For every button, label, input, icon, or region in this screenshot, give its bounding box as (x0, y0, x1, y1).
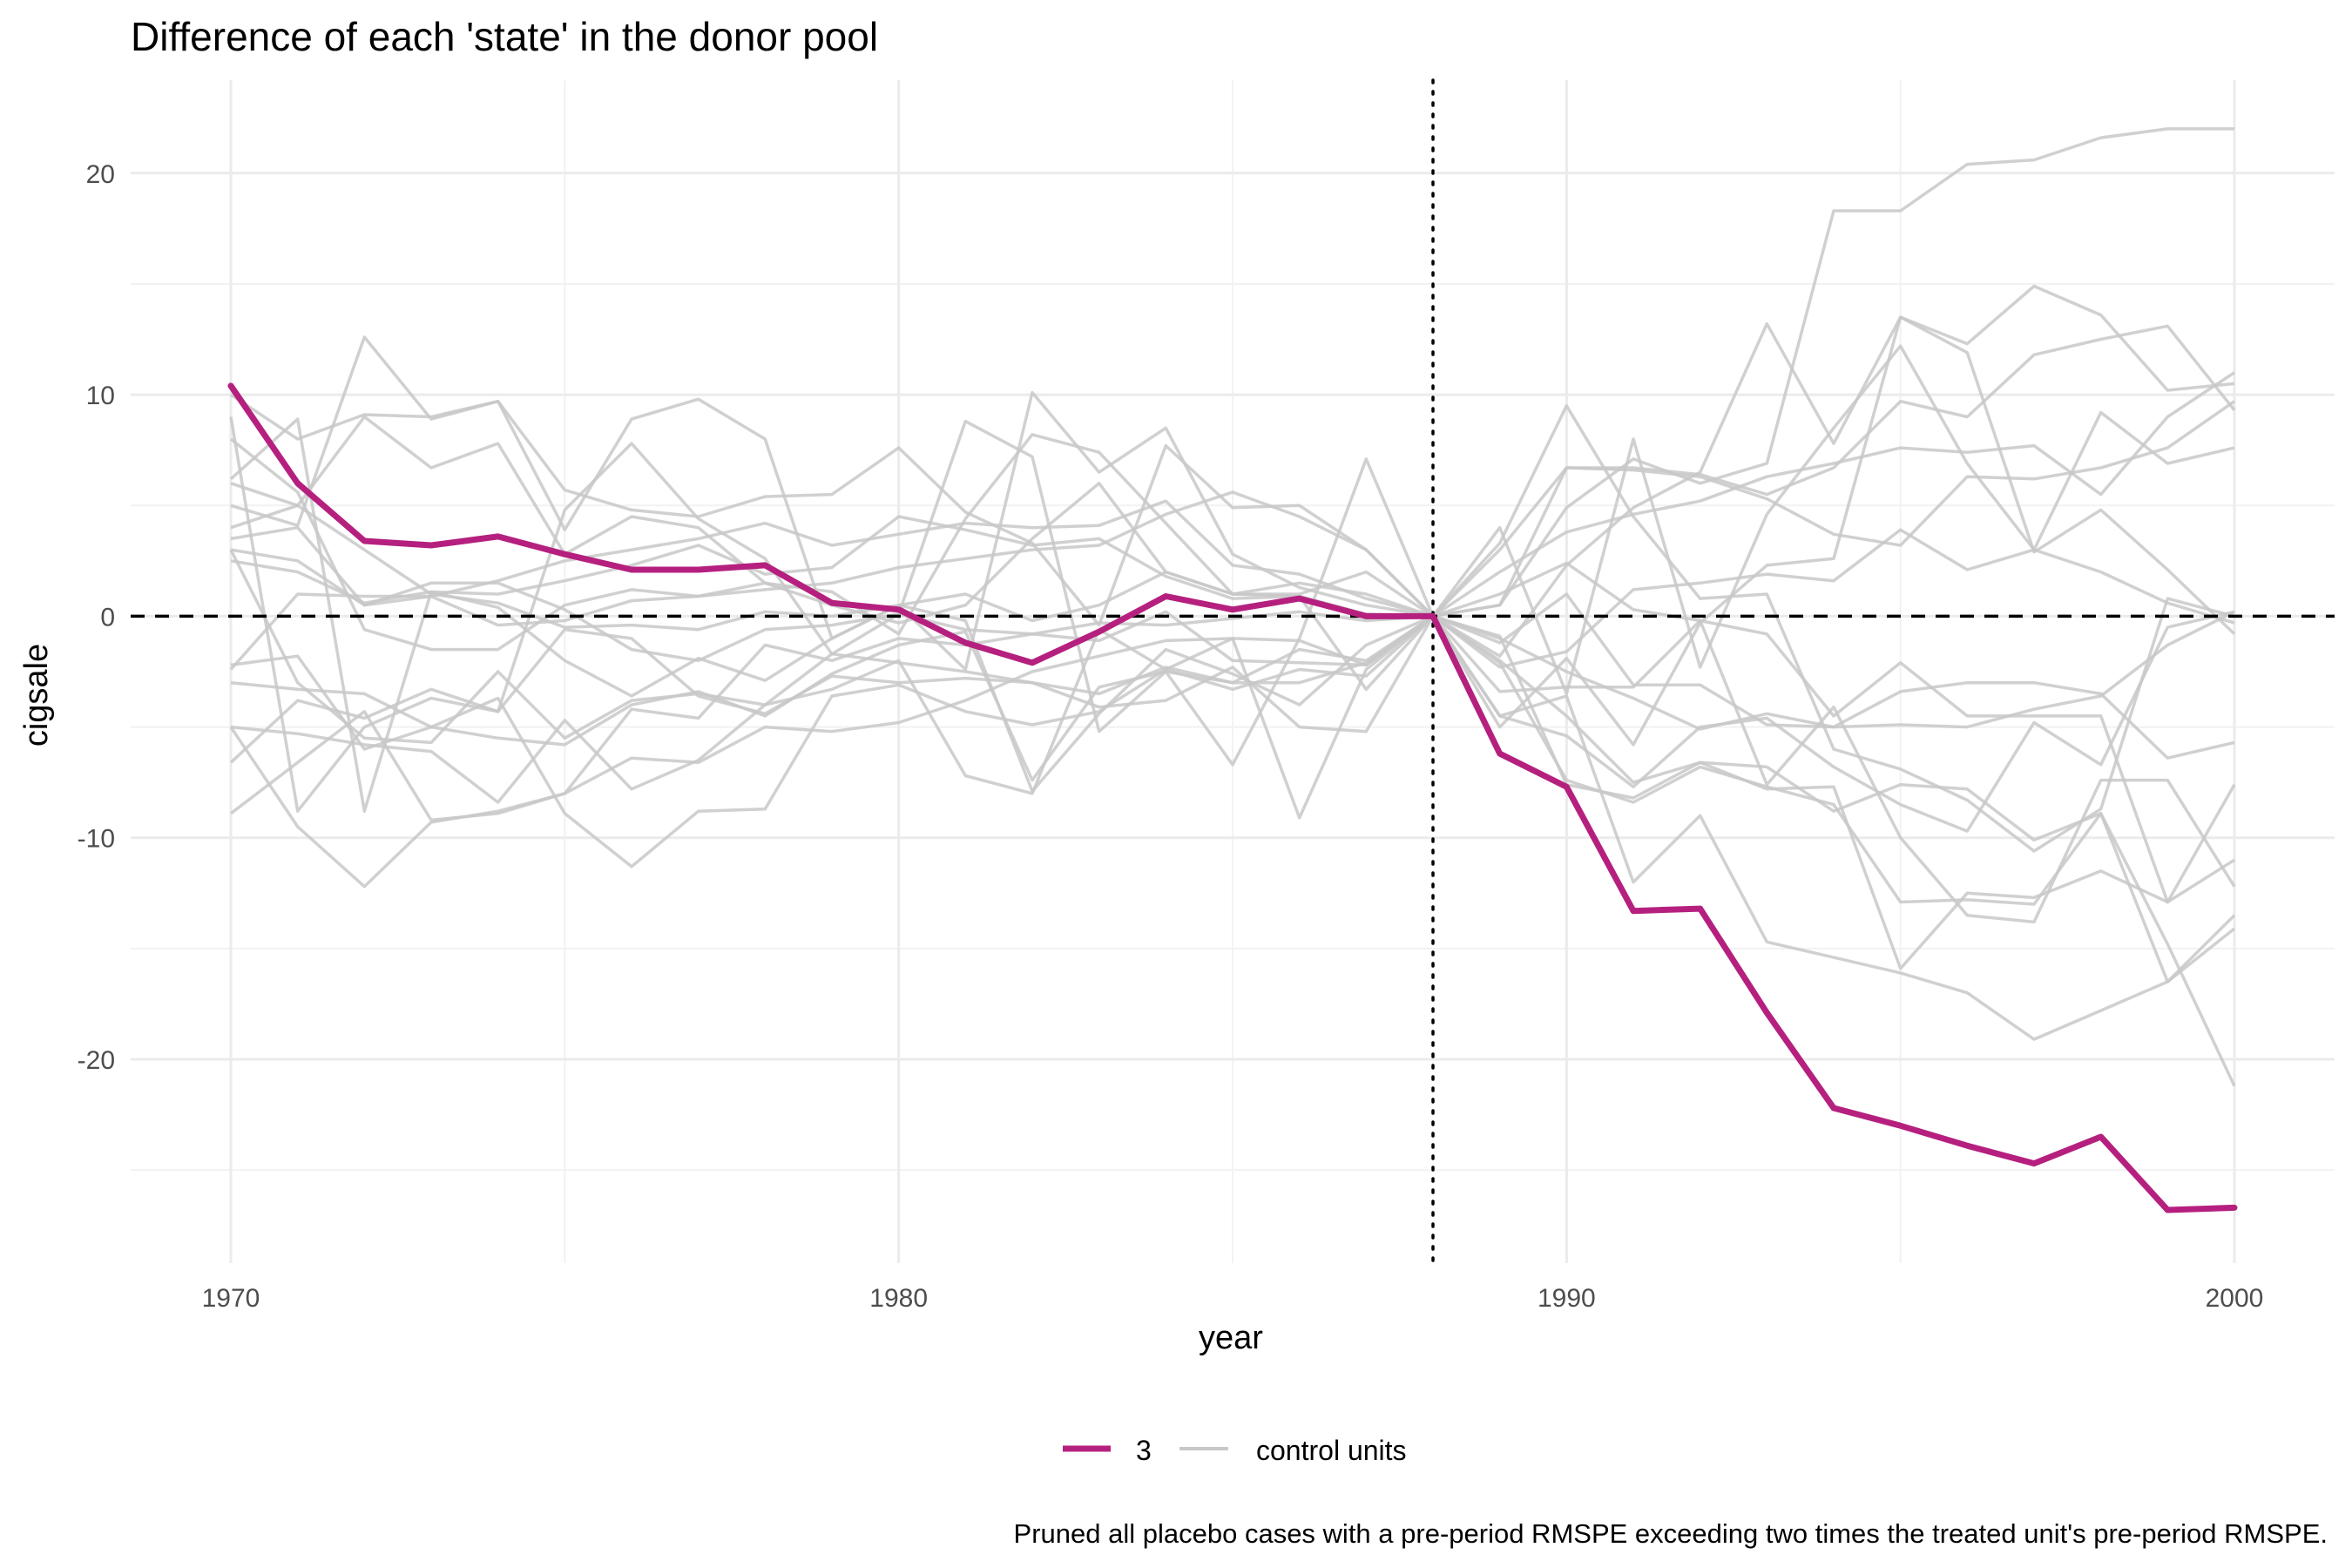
control-unit-line (229, 404, 2235, 853)
legend-label-control: control units (1256, 1435, 1407, 1466)
control-unit-line (230, 528, 2235, 669)
x-tick-label: 2000 (2206, 1284, 2264, 1313)
y-tick-label: -10 (78, 825, 115, 854)
control-unit-line (230, 614, 2236, 924)
reference-lines (131, 78, 2335, 1265)
legend: 3 control units (1063, 1435, 1407, 1466)
x-tick-label: 1990 (1538, 1284, 1596, 1313)
control-unit-line (230, 614, 2235, 782)
control-unit-line (230, 315, 2236, 747)
control-unit-line (229, 417, 2235, 833)
y-tick-label: 0 (100, 603, 115, 632)
control-unit-line (229, 344, 2235, 813)
control-unit-line (229, 127, 2234, 671)
chart-caption: Pruned all placebo cases with a pre-peri… (1014, 1518, 2328, 1549)
x-tick-label: 1970 (202, 1284, 260, 1313)
control-unit-line (230, 324, 2236, 618)
y-axis-label: cigsale (18, 644, 55, 747)
y-axis-tick-labels: -20 -10 0 10 20 (78, 160, 115, 1075)
y-tick-label: 20 (86, 160, 115, 189)
control-unit-lines (229, 127, 2236, 1087)
control-unit-line (230, 515, 2235, 904)
y-tick-label: 10 (86, 382, 115, 410)
x-axis-label: year (1199, 1320, 1263, 1356)
minor-gridlines (131, 80, 2335, 1263)
treated-unit-line (227, 382, 2238, 1213)
control-unit-line (229, 610, 2236, 983)
legend-label-treated: 3 (1136, 1435, 1152, 1466)
x-axis-tick-labels: 1970 1980 1990 2000 (202, 1284, 2264, 1313)
chart-title: Difference of each 'state' in the donor … (131, 14, 878, 59)
x-tick-label: 1980 (869, 1284, 928, 1313)
treated-series-line (227, 382, 2238, 1213)
y-tick-label: -20 (78, 1046, 115, 1075)
control-unit-line (229, 614, 2236, 970)
